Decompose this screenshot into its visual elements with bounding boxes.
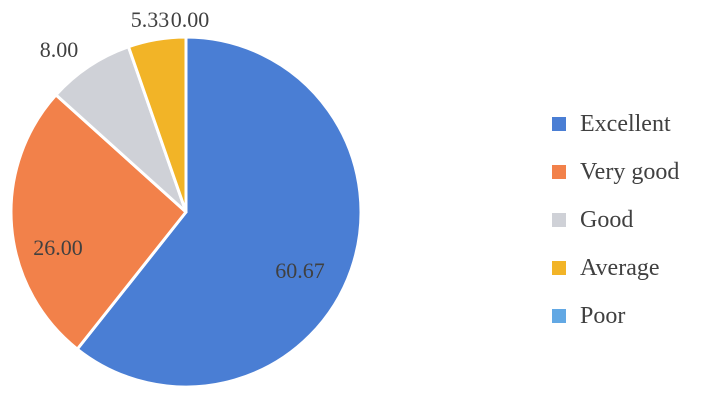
legend-item-good: Good xyxy=(552,206,679,233)
legend-label-very-good: Very good xyxy=(580,158,680,185)
legend-item-excellent: Excellent xyxy=(552,110,679,137)
pie-slice-very-good xyxy=(9,93,188,351)
pie-slices xyxy=(9,35,363,389)
data-label-average: 5.33 xyxy=(131,7,170,32)
legend-item-poor: Poor xyxy=(552,302,679,329)
legend-swatch-good xyxy=(552,213,566,227)
data-label-excellent: 60.67 xyxy=(275,258,325,283)
legend-item-very-good: Very good xyxy=(552,158,680,185)
chart-legend: Excellent Very good Good Average Poor xyxy=(552,110,680,352)
legend-label-excellent: Excellent xyxy=(580,110,671,137)
legend-swatch-excellent xyxy=(552,117,566,131)
legend-item-average: Average xyxy=(552,254,679,281)
legend-swatch-average xyxy=(552,261,566,275)
legend-swatch-very-good xyxy=(552,165,566,179)
data-label-poor: 0.00 xyxy=(171,7,210,32)
legend-swatch-poor xyxy=(552,309,566,323)
pie-data-labels: 60.67 26.00 8.00 5.33 0.00 xyxy=(33,7,325,283)
pie-slice-average xyxy=(126,35,188,214)
legend-label-poor: Poor xyxy=(580,302,626,329)
pie-slice-excellent xyxy=(75,35,363,389)
data-label-very-good: 26.00 xyxy=(33,235,83,260)
legend-label-good: Good xyxy=(580,206,634,233)
data-label-good: 8.00 xyxy=(40,37,79,62)
legend-label-average: Average xyxy=(580,254,660,281)
